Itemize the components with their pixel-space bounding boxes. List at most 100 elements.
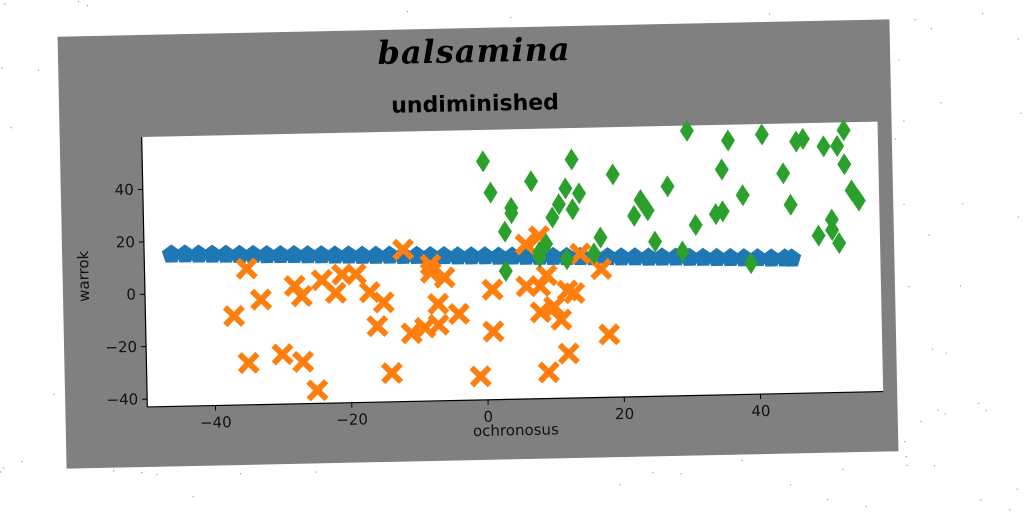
x-axis-label: ochronosus xyxy=(473,420,559,440)
x-tick-label: −40 xyxy=(200,413,232,432)
scatter-plot: −40 −20 0 20 40 −40 −20 0 20 40 ochronosus warro… xyxy=(74,119,884,440)
x-marker xyxy=(590,257,613,281)
speckle xyxy=(192,496,194,498)
speckle xyxy=(944,413,946,415)
x-marker xyxy=(291,350,315,373)
x-marker xyxy=(222,304,246,328)
diamond-marker xyxy=(836,119,851,142)
diamond-marker xyxy=(483,181,498,204)
diamond-marker xyxy=(720,129,735,152)
x-marker xyxy=(514,233,537,256)
diamond-marker xyxy=(564,148,579,171)
x-marker xyxy=(433,266,456,289)
pentagon-marker xyxy=(489,246,509,265)
x-marker xyxy=(535,264,558,287)
x-marker xyxy=(249,288,273,311)
diamond-marker xyxy=(776,162,791,185)
diamond-marker xyxy=(735,184,750,207)
diamond-marker xyxy=(640,199,655,222)
pentagon-marker xyxy=(461,246,481,265)
speckle xyxy=(985,410,987,412)
x-marker xyxy=(427,313,450,336)
speckle xyxy=(937,409,939,411)
pentagon-marker xyxy=(284,244,304,264)
pentagon-marker xyxy=(325,245,345,264)
speckle xyxy=(141,472,143,474)
pentagon-marker xyxy=(202,244,222,263)
speckle xyxy=(980,499,982,501)
speckle xyxy=(894,138,896,140)
diamond-marker xyxy=(475,150,490,173)
diamond-marker xyxy=(830,135,845,158)
speckle xyxy=(904,441,906,443)
diamond-marker xyxy=(559,248,574,271)
y-tick-label: −20 xyxy=(105,338,137,357)
speckle xyxy=(86,4,89,7)
x-marker xyxy=(306,379,329,402)
x-ticks: −40 −20 0 20 40 xyxy=(200,394,771,432)
diamond-marker xyxy=(572,182,587,205)
speckle xyxy=(3,467,5,469)
pentagon-marker xyxy=(189,244,209,263)
pentagon-marker xyxy=(448,246,468,265)
diamond-marker xyxy=(558,177,573,200)
pentagon-marker xyxy=(611,247,631,266)
pentagon-marker xyxy=(339,245,359,264)
speckle xyxy=(1016,488,1018,490)
speckle xyxy=(239,473,242,475)
speckle xyxy=(978,402,980,405)
diamond-marker xyxy=(837,153,852,176)
pentagon-marker xyxy=(782,248,802,267)
diamond-marker xyxy=(545,206,560,229)
speckle xyxy=(933,465,936,467)
pentagon-marker xyxy=(352,245,372,264)
x-marker xyxy=(569,242,592,265)
speckle xyxy=(865,506,867,508)
x-marker xyxy=(235,257,258,280)
speckle xyxy=(1,67,3,69)
speckle xyxy=(406,11,408,13)
diamond-marker xyxy=(708,203,723,226)
speckle xyxy=(315,471,317,473)
speckle xyxy=(156,473,158,476)
pentagon-marker xyxy=(707,247,727,267)
speckle xyxy=(928,234,930,236)
figure-panel: balsamina undiminished −40 −20 0 20 40 −40 −2… xyxy=(57,19,899,469)
diamond-marker xyxy=(825,219,840,242)
speckle xyxy=(930,28,932,30)
x-marker xyxy=(550,308,573,331)
pentagon-marker xyxy=(257,245,277,264)
pentagon-marker xyxy=(720,247,740,267)
diamond-marker xyxy=(789,130,804,153)
diamond-marker xyxy=(675,240,690,263)
diamond-marker xyxy=(648,230,663,253)
x-marker xyxy=(537,361,560,384)
diamond-marker xyxy=(660,175,675,198)
x-marker xyxy=(324,281,347,305)
x-marker xyxy=(290,285,313,308)
speckle xyxy=(789,484,792,486)
speckle xyxy=(10,127,12,129)
diamond-marker xyxy=(504,202,519,225)
x-marker xyxy=(563,281,586,305)
pentagon-marker xyxy=(639,247,659,266)
pentagon-marker xyxy=(175,244,195,263)
diamond-marker xyxy=(498,260,513,283)
diamond-marker xyxy=(783,193,798,216)
diamond-marker xyxy=(565,198,580,221)
x-marker xyxy=(366,314,389,338)
speckle xyxy=(905,456,907,458)
diamond-marker xyxy=(714,158,729,181)
x-marker xyxy=(400,322,423,345)
speckle xyxy=(652,472,654,474)
diamond-marker xyxy=(605,163,620,186)
speckle xyxy=(53,393,55,396)
diamond-marker xyxy=(688,214,703,237)
speckle xyxy=(21,460,23,462)
speckle xyxy=(77,0,80,3)
y-axis-line xyxy=(141,137,148,407)
x-marker xyxy=(380,361,404,385)
diamond-marker xyxy=(851,189,866,212)
x-marker xyxy=(469,365,492,388)
pentagon-marker xyxy=(761,248,781,267)
